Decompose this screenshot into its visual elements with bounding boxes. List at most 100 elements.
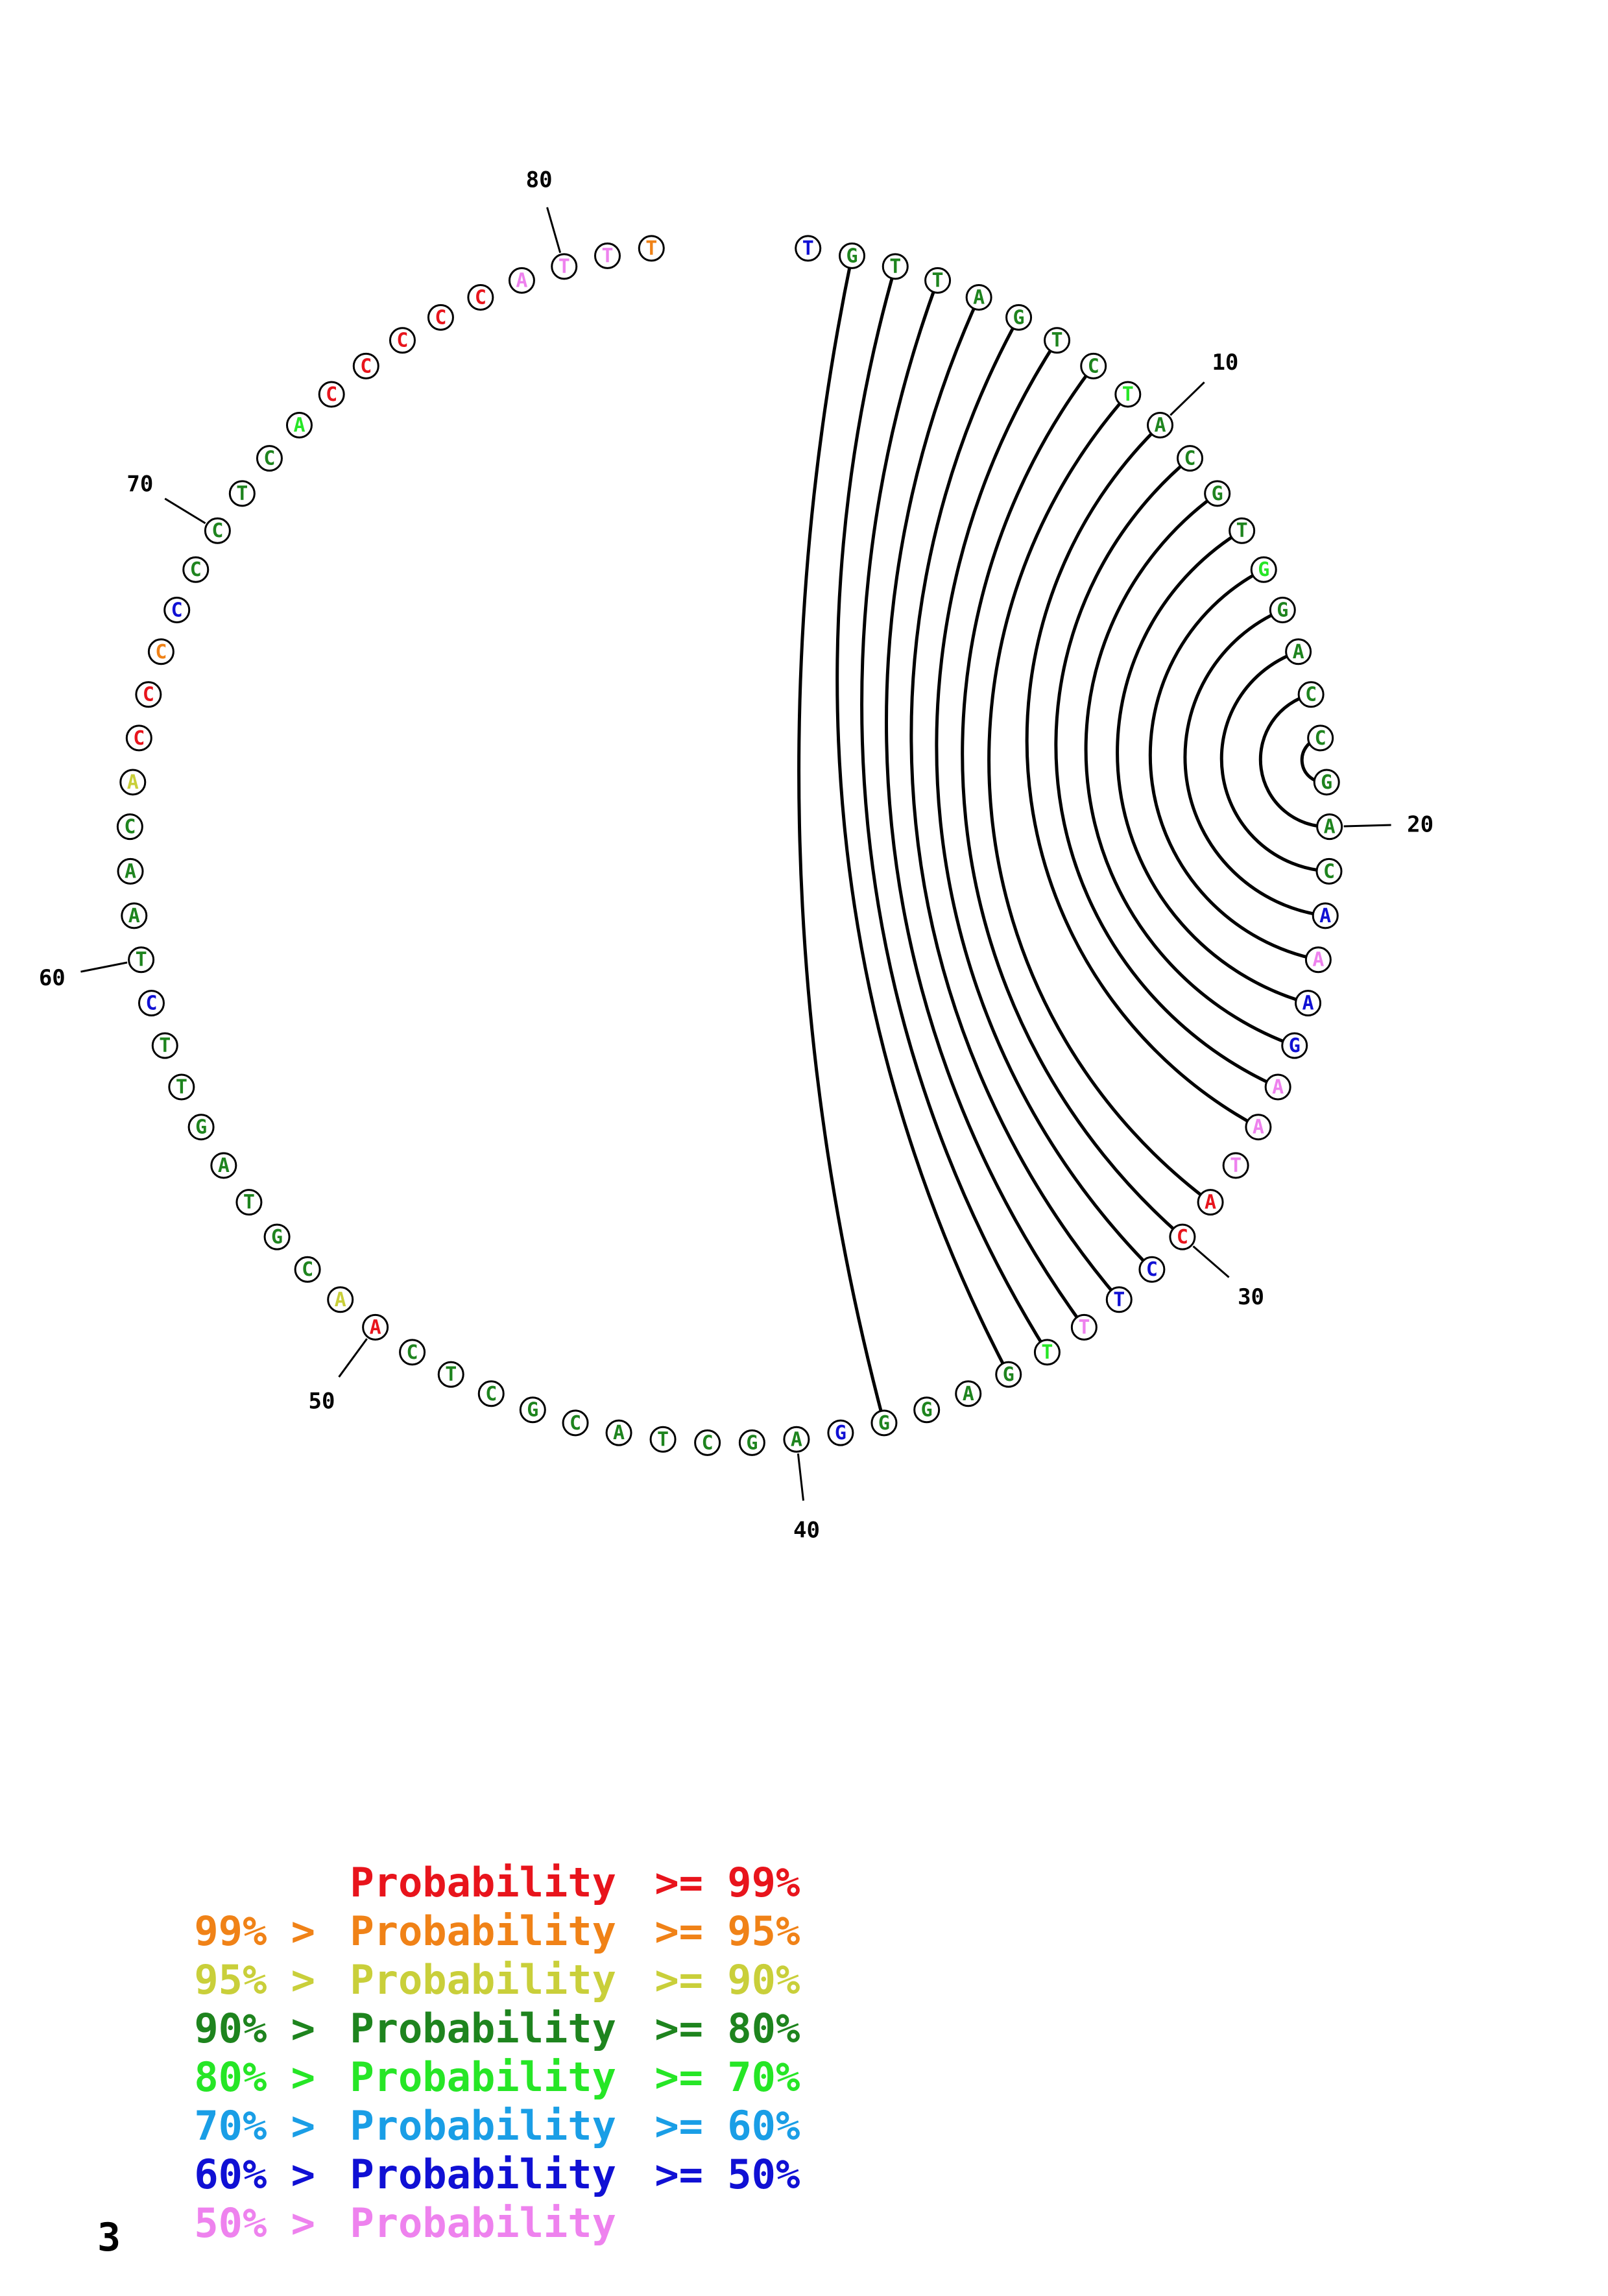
nucleotide-letter: T: [601, 245, 613, 267]
nucleotide-circle: [870, 1409, 898, 1437]
nucleotide-letter: A: [1205, 1191, 1216, 1214]
nucleotide-circle: [477, 1380, 505, 1407]
nucleotide-circles: T G TTAGTCTACGTGGACCGACAAAGAATACCTTTGAGGGA…: [116, 235, 1343, 1456]
nucleotide-circle: [119, 769, 147, 796]
tick-mark: [164, 497, 206, 525]
nucleotide-circle: [1105, 1286, 1133, 1313]
nucleotide-letter: T: [1236, 520, 1248, 542]
nucleotide-circle: [1281, 1032, 1308, 1059]
nucleotide: T: [235, 1189, 263, 1216]
nucleotide-circle: [995, 1361, 1022, 1388]
nucleotide-letter: A: [1253, 1116, 1264, 1139]
nucleotide-circle: [551, 253, 578, 280]
tick-label: 70: [126, 471, 153, 497]
nucleotide-letter: A: [613, 1422, 625, 1444]
legend-probability-label: Probability: [350, 2102, 616, 2149]
legend-row: Probability >= 99%: [97, 1810, 800, 1906]
nucleotide: T: [168, 1073, 195, 1101]
legend-threshold: >= 70%: [654, 2053, 800, 2101]
nucleotide-circle: [263, 1223, 291, 1250]
nucleotide-circle: [437, 1361, 464, 1388]
nucleotide-letter: G: [1013, 306, 1025, 329]
nucleotide-circle: [182, 556, 210, 583]
legend-prefix: 95% >: [194, 1956, 315, 2003]
nucleotide-letter: A: [293, 414, 305, 437]
nucleotide-letter: A: [973, 287, 985, 309]
nucleotide-circle: [125, 724, 152, 752]
nucleotide: A: [783, 1426, 810, 1453]
nucleotide: C: [1080, 352, 1107, 379]
nucleotide: C: [352, 352, 379, 379]
nucleotide-letter: T: [1230, 1154, 1242, 1177]
tick-label: 40: [793, 1517, 820, 1543]
nucleotide-circle: [783, 1426, 810, 1453]
nucleotide: T: [638, 235, 665, 262]
legend-prefix: 80% >: [194, 2053, 315, 2101]
nucleotide-letter: T: [645, 237, 657, 260]
nucleotide-circle: [117, 857, 144, 885]
nucleotide-letter: A: [1324, 816, 1336, 839]
nucleotide-circle: [1222, 1152, 1249, 1179]
nucleotide-circle: [399, 1339, 426, 1366]
nucleotide: G: [995, 1361, 1022, 1388]
nucleotide-circle: [352, 352, 379, 379]
nucleotide-circle: [1250, 556, 1277, 583]
nucleotide: C: [1169, 1223, 1196, 1250]
nucleotide-letter: A: [1272, 1076, 1284, 1099]
nucleotide-circle: [1044, 327, 1071, 354]
base-pair-arc: [835, 266, 1011, 1376]
nucleotide: T: [128, 946, 155, 974]
nucleotide: G: [1005, 304, 1033, 331]
nucleotide-circle: [204, 517, 231, 544]
base-pair-arc: [1054, 457, 1279, 1089]
nucleotide: T: [1222, 1152, 1249, 1179]
nucleotide: A: [955, 1380, 982, 1407]
nucleotide-circle: [562, 1409, 589, 1437]
legend-probability-label: Probability: [350, 2151, 616, 2198]
nucleotide-circle: [1114, 381, 1142, 408]
nucleotide: T: [594, 242, 621, 269]
nucleotide-letter: A: [963, 1383, 974, 1405]
nucleotide: A: [1316, 813, 1343, 841]
nucleotide-circle: [955, 1380, 982, 1407]
nucleotide-circle: [362, 1313, 389, 1341]
legend-prefix: 90% >: [194, 2005, 315, 2052]
nucleotide-letter: A: [125, 860, 136, 883]
nucleotide: T: [1114, 381, 1142, 408]
nucleotide: T: [1229, 517, 1256, 544]
legend-threshold: >= 95%: [654, 1907, 800, 1955]
nucleotide: G: [187, 1114, 215, 1141]
nucleotide-circle: [594, 242, 621, 269]
nucleotide: A: [327, 1286, 354, 1313]
nucleotide-letter: T: [558, 256, 570, 278]
nucleotide: C: [694, 1429, 721, 1456]
nucleotide-circle: [1295, 990, 1322, 1017]
base-pair-arc: [797, 255, 886, 1424]
nucleotide-letter: G: [1212, 483, 1223, 505]
legend-prefix: 99% >: [194, 1907, 315, 1955]
nucleotide-letter: G: [1258, 558, 1269, 581]
nucleotide: T: [437, 1361, 464, 1388]
nucleotide: T: [151, 1032, 178, 1059]
nucleotide-circle: [827, 1419, 854, 1446]
nucleotide-letter: C: [302, 1258, 313, 1281]
nucleotide: A: [1147, 412, 1174, 439]
nucleotide: A: [285, 412, 313, 439]
tick-mark: [546, 207, 562, 254]
nucleotide-circle: [1229, 517, 1256, 544]
nucleotide-circle: [1147, 412, 1174, 439]
nucleotide-letter: T: [802, 237, 814, 260]
nucleotide-letter: G: [1289, 1034, 1301, 1057]
nucleotide-letter: A: [128, 905, 140, 927]
nucleotide-letter: C: [145, 992, 157, 1015]
nucleotide-letter: C: [326, 383, 337, 406]
base-pair-arc: [1025, 424, 1260, 1129]
base-pair-arc: [860, 280, 1049, 1354]
nucleotide: G: [1313, 769, 1340, 796]
legend-threshold: >= 90%: [654, 1956, 800, 2003]
legend-prefix: 70% >: [194, 2102, 315, 2149]
nucleotide: G: [1250, 556, 1277, 583]
nucleotide-circle: [913, 1396, 941, 1424]
nucleotide: T: [924, 267, 952, 294]
nucleotide-circle: [135, 681, 162, 708]
